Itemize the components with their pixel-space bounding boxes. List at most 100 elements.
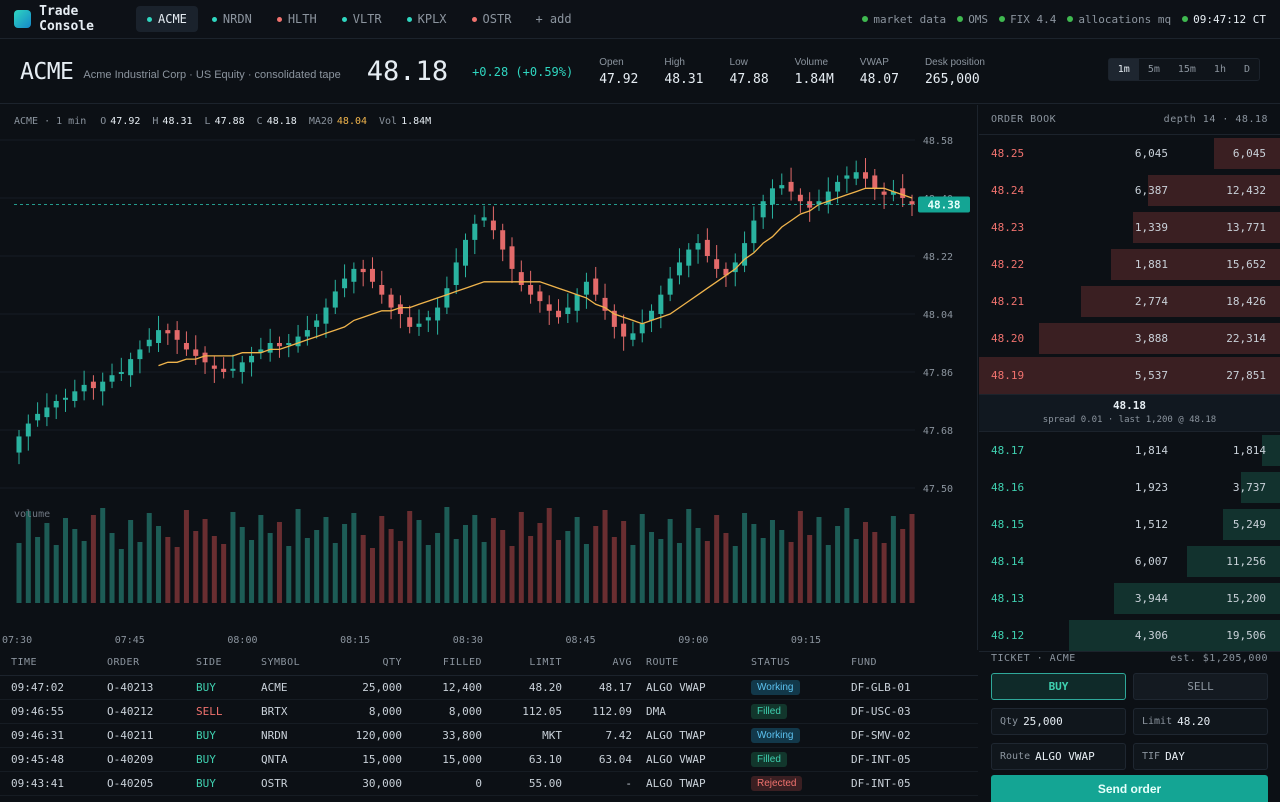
level-price: 48.23 xyxy=(991,221,1025,234)
cell-qty: 15,000 xyxy=(331,747,416,772)
add-tab-button[interactable]: + add xyxy=(535,12,572,26)
column-header[interactable]: STATUS xyxy=(751,651,851,676)
cell-limit: MKT xyxy=(496,723,576,748)
table-row[interactable]: 09:46:55 O-40212 SELL BRTX 8,000 8,000 112.05 1… xyxy=(0,699,978,724)
candle-body xyxy=(369,268,375,282)
tab-status-dot-icon xyxy=(211,16,217,22)
stat-high: High 48.31 xyxy=(664,57,703,87)
buy-side-button[interactable]: BUY xyxy=(991,673,1126,700)
cell-avg: 63.04 xyxy=(576,747,646,772)
limit-price-field[interactable]: Limit 48.20 xyxy=(1133,708,1268,735)
bid-level[interactable]: 48.17 1,814 1,814 xyxy=(979,432,1280,469)
bid-level[interactable]: 48.16 1,923 3,737 xyxy=(979,469,1280,506)
column-header[interactable]: SYMBOL xyxy=(261,651,331,676)
level-price: 48.25 xyxy=(991,147,1025,160)
legend-ma: 48.04 xyxy=(336,116,368,127)
candle-body xyxy=(425,317,431,321)
bid-level[interactable]: 48.13 3,944 15,200 xyxy=(979,580,1280,617)
candle-body xyxy=(807,201,813,208)
column-header[interactable]: FILLED xyxy=(416,651,496,676)
legend-symbol: ACME · 1 min xyxy=(14,116,87,127)
column-header[interactable]: TIME xyxy=(0,651,107,676)
volume-bar xyxy=(649,532,655,603)
column-header[interactable]: AVG xyxy=(576,651,646,676)
table-row[interactable]: 09:47:02 O-40213 BUY ACME 25,000 12,400 48.20 4… xyxy=(0,675,978,700)
ask-level[interactable]: 48.24 6,387 12,432 xyxy=(979,172,1280,209)
sell-side-button[interactable]: SELL xyxy=(1133,673,1268,700)
candle-body xyxy=(556,310,562,318)
app-name: Trade Console xyxy=(39,4,94,34)
timeframe-15m[interactable]: 15m xyxy=(1177,64,1196,75)
candle-body xyxy=(230,368,236,371)
volume-bar xyxy=(742,513,748,603)
tab-ostr[interactable]: OSTR xyxy=(461,6,523,32)
table-row[interactable]: 09:45:48 O-40209 BUY QNTA 15,000 15,000 63.10 6… xyxy=(0,747,978,772)
route-value: ALGO VWAP xyxy=(1035,750,1095,763)
stat-label: Desk position xyxy=(924,56,985,68)
ask-level[interactable]: 48.20 3,888 22,314 xyxy=(979,320,1280,357)
volume-bar xyxy=(81,541,87,603)
timeframe-1m[interactable]: 1m xyxy=(1108,59,1139,80)
legend-vol-label: Vol xyxy=(379,116,398,127)
tab-vltr[interactable]: VLTR xyxy=(331,6,393,32)
timeframe-d[interactable]: D xyxy=(1243,64,1250,75)
bid-level[interactable]: 48.14 6,007 11,256 xyxy=(979,543,1280,580)
ask-level[interactable]: 48.21 2,774 18,426 xyxy=(979,283,1280,320)
candlestick-chart[interactable]: 48.5848.4048.2248.0447.8647.6847.5007:30… xyxy=(0,105,978,650)
status-item: FIX 4.4 xyxy=(999,13,1056,26)
timeframe-5m[interactable]: 5m xyxy=(1147,64,1160,75)
cell-avg: 7.42 xyxy=(576,723,646,748)
ask-level[interactable]: 48.23 1,339 13,771 xyxy=(979,209,1280,246)
tif-select[interactable]: TIF DAY xyxy=(1133,743,1268,770)
level-price: 48.24 xyxy=(991,184,1025,197)
candle-body xyxy=(156,330,162,343)
cell-side: SELL xyxy=(196,699,261,724)
quantity-value: 25,000 xyxy=(1023,715,1063,728)
tab-nrdn[interactable]: NRDN xyxy=(201,6,263,32)
volume-bar xyxy=(639,514,645,603)
column-header[interactable]: ROUTE xyxy=(646,651,751,676)
stat-vwap: VWAP 48.07 xyxy=(860,57,899,87)
quantity-field[interactable]: Qty 25,000 xyxy=(991,708,1126,735)
volume-bar xyxy=(769,520,775,603)
status-badge: Working xyxy=(751,727,800,743)
cell-side: BUY xyxy=(196,747,261,772)
table-row[interactable]: 09:46:31 O-40211 BUY NRDN 120,000 33,800 MKT 7.… xyxy=(0,723,978,748)
level-price: 48.20 xyxy=(991,332,1025,345)
route-select[interactable]: Route ALGO VWAP xyxy=(991,743,1126,770)
level-price: 48.22 xyxy=(991,258,1025,271)
level-price: 48.21 xyxy=(991,295,1025,308)
volume-bar xyxy=(165,537,171,603)
tab-hlth[interactable]: HLTH xyxy=(266,6,328,32)
column-header[interactable]: LIMIT xyxy=(496,651,576,676)
level-cumulative: 5,249 xyxy=(1232,518,1266,531)
tab-kplx[interactable]: KPLX xyxy=(396,6,458,32)
cell-status: Filled xyxy=(751,747,851,772)
bid-level[interactable]: 48.12 4,306 19,506 xyxy=(979,617,1280,654)
column-header[interactable]: SIDE xyxy=(196,651,261,676)
level-size: 1,923 xyxy=(1134,481,1168,494)
timeframe-1h[interactable]: 1h xyxy=(1213,64,1226,75)
column-header[interactable]: FUND xyxy=(851,651,978,676)
column-header[interactable]: ORDER xyxy=(107,651,196,676)
candle-body xyxy=(509,246,515,269)
volume-bar xyxy=(686,509,692,603)
volume-bar xyxy=(807,535,813,603)
stat-open: Open 47.92 xyxy=(599,57,638,87)
volume-bar xyxy=(90,515,96,603)
cell-filled: 12,400 xyxy=(416,675,496,700)
tab-acme[interactable]: ACME xyxy=(136,6,198,32)
column-header[interactable]: QTY xyxy=(331,651,416,676)
bid-level[interactable]: 48.15 1,512 5,249 xyxy=(979,506,1280,543)
ask-level[interactable]: 48.22 1,881 15,652 xyxy=(979,246,1280,283)
symbol-tabs: ACME NRDN HLTH VLTR KPLX OSTR + add xyxy=(136,0,585,39)
ask-level[interactable]: 48.19 5,537 27,851 xyxy=(979,357,1280,394)
ask-level[interactable]: 48.25 6,045 6,045 xyxy=(979,135,1280,172)
cell-status: Rejected xyxy=(751,771,851,796)
send-order-button[interactable]: Send order xyxy=(991,775,1268,802)
table-row[interactable]: 09:43:41 O-40205 BUY OSTR 30,000 0 55.00- ALGO … xyxy=(0,771,978,796)
legend-low-label: L xyxy=(204,116,211,127)
tab-label: KPLX xyxy=(417,12,447,26)
candle-body xyxy=(788,181,794,192)
level-size: 4,306 xyxy=(1134,629,1168,642)
